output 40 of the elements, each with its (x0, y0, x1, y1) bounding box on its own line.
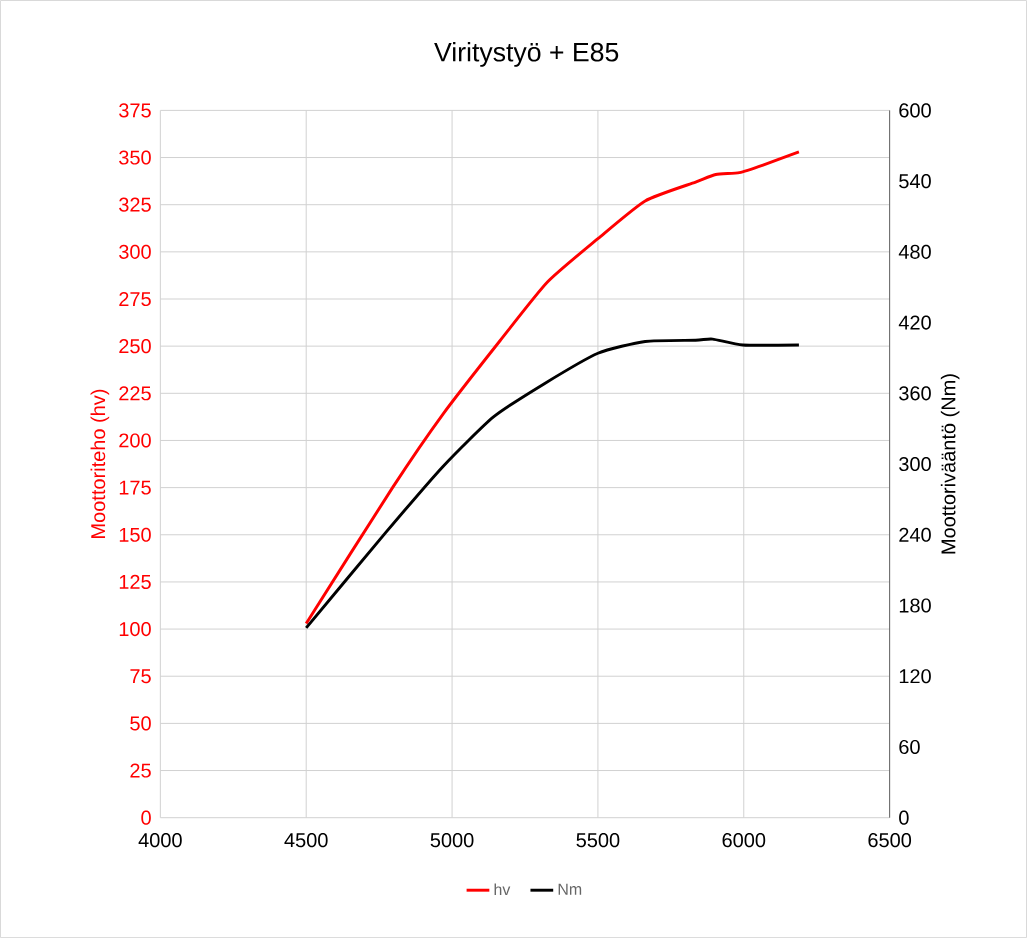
y2-tick-label: 180 (899, 598, 931, 613)
y-tick-label: 100 (119, 621, 151, 637)
y-tick-label: 150 (119, 527, 151, 542)
line-series (304, 150, 801, 625)
y2-tick-label: 420 (898, 315, 931, 330)
y-tick-label: 250 (119, 339, 151, 354)
y2-tick-label: 360 (899, 386, 931, 401)
x-tick-label: 6000 (722, 833, 766, 848)
x-tick-label: 6500 (868, 833, 912, 848)
x-tick-label: 5000 (430, 833, 474, 848)
x-tick-label: 4500 (284, 833, 328, 848)
chart-title: Viritystyö + E85 (434, 41, 619, 67)
y2-tick-label: 0 (899, 810, 909, 825)
y-tick-label: 25 (130, 763, 151, 778)
y2-tick-label: 480 (898, 244, 931, 259)
y-tick-label: 75 (130, 669, 151, 684)
y-tick-label: 350 (119, 150, 151, 165)
y2-tick-label: 600 (899, 103, 931, 118)
y-tick-label: 275 (119, 291, 151, 307)
x-tick-label: 4000 (138, 833, 182, 848)
y-axis-title: Moottoriteho (hv) (90, 389, 110, 538)
line-series (304, 337, 801, 630)
y2-axis-title: Moottorivääntö (Nm) (940, 374, 960, 554)
y2-tick-label: 60 (899, 739, 920, 754)
x-tick-label: 5500 (576, 833, 620, 848)
y-tick-label: 175 (119, 480, 151, 495)
y2-tick-label: 240 (899, 527, 931, 542)
y2-tick-label: 120 (899, 669, 931, 684)
y-tick-label: 200 (119, 433, 151, 448)
y2-tick-label: 300 (899, 456, 931, 472)
legend-label: hv (494, 883, 511, 895)
y2-tick-label: 540 (899, 174, 931, 189)
y-tick-label: 325 (119, 197, 151, 212)
y-tick-label: 375 (119, 103, 151, 118)
y-tick-label: 50 (130, 716, 151, 731)
y-tick-label: 0 (141, 810, 151, 825)
y-tick-label: 225 (119, 386, 151, 401)
legend-label: Nm (558, 883, 582, 895)
y-tick-label: 125 (119, 574, 151, 589)
y-tick-label: 300 (119, 244, 151, 259)
